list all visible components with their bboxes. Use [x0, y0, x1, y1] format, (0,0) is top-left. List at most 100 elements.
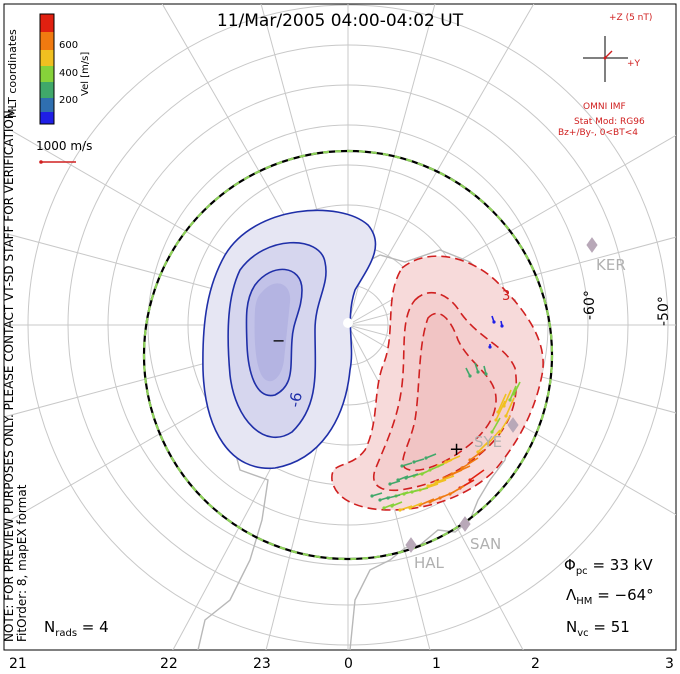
radar-label-ker: KER — [596, 256, 626, 274]
mlt-tick: 1 — [432, 656, 441, 672]
velocity-vector-origin — [382, 506, 386, 510]
imf-y-label: +Y — [627, 59, 641, 69]
velocity-vector — [487, 429, 501, 445]
velocity-vector — [443, 469, 463, 479]
colorbar-tick-600: 600 — [59, 40, 78, 51]
velocity-colorbar — [39, 13, 55, 125]
velocity-vector — [435, 475, 455, 483]
imf-source: OMNI IMF — [583, 102, 626, 112]
velocity-vector — [429, 495, 445, 503]
imf-vector — [604, 50, 613, 59]
velocity-vector — [425, 453, 437, 459]
imf-model-line2: Bz+/By-, 0<BT<4 — [558, 128, 638, 138]
mlt-tick: 22 — [160, 656, 178, 672]
colorbar-tick-400: 400 — [59, 68, 78, 79]
velocity-vector-origin — [504, 414, 508, 418]
mlt-tick: 23 — [253, 656, 271, 672]
velocity-vector — [383, 503, 395, 509]
velocity-vector-origin — [424, 456, 428, 460]
velocity-vector — [389, 480, 401, 485]
negative-center-label: − — [272, 331, 285, 350]
velocity-vector-origin — [490, 430, 494, 434]
velocity-vector — [469, 449, 485, 461]
velocity-vector-origin — [400, 464, 404, 468]
mlt-tick: 21 — [9, 656, 27, 672]
preview-watermark: NOTE: FOR PREVIEW PURPOSES ONLY. PLEASE … — [2, 106, 16, 642]
mlt-tick: 2 — [531, 656, 540, 672]
velocity-vector — [495, 400, 506, 421]
imf-z-label: +Z (5 nT) — [609, 13, 652, 23]
velocity-vector — [503, 389, 512, 407]
latitude-label-50: -50° — [656, 296, 672, 326]
velocity-vector-origin — [468, 478, 472, 482]
velocity-vector — [469, 469, 485, 481]
velocity-vector-origin — [388, 482, 392, 486]
radar-site-san-icon — [459, 516, 471, 532]
velocity-vector — [499, 415, 511, 433]
potential-stat: Φpc = 33 kV — [564, 556, 653, 577]
radar-label-sye: SYE — [474, 433, 502, 451]
mlt-tick: 3 — [665, 656, 674, 672]
radar-site-ker-icon — [586, 237, 598, 253]
velocity-vectors — [370, 315, 521, 512]
velocity-vector — [397, 475, 409, 481]
velocity-vector — [371, 492, 383, 497]
velocity-vector — [477, 439, 491, 453]
velocity-vector-origin — [500, 324, 504, 328]
colorbar-tick-200: 200 — [59, 95, 78, 106]
velocity-vector-origin — [378, 498, 382, 502]
negative-contour-label: -6 — [286, 391, 306, 409]
velocity-vector — [491, 417, 501, 433]
mlt-tick: 0 — [344, 656, 353, 672]
velocity-vector — [379, 496, 391, 501]
velocity-vector-origin — [468, 374, 472, 378]
hm-boundary-dash — [142, 149, 554, 561]
negative-cell-core — [254, 283, 291, 382]
imf-model-line1: Stat Mod: RG96 — [574, 117, 645, 127]
radar-site-sye-icon — [507, 417, 519, 433]
map-title: 11/Mar/2005 04:00-04:02 UT — [217, 11, 464, 31]
velocity-vector — [497, 393, 507, 413]
velocity-vector — [409, 502, 423, 509]
positive-center-label: + — [449, 439, 464, 460]
velocity-vector — [505, 397, 515, 417]
velocity-vector — [513, 381, 521, 395]
vector-count-stat: Nvc = 51 — [566, 618, 630, 639]
scale-vector-label: 1000 m/s — [36, 139, 92, 153]
velocity-vector — [399, 505, 413, 511]
radar-count-stat: Nrads = 4 — [44, 618, 109, 639]
positive-cell-inner — [402, 312, 497, 472]
velocity-vector — [391, 501, 403, 507]
velocity-vector — [405, 473, 419, 479]
hm-latitude-stat: ΛHM = −64° — [566, 586, 654, 607]
velocity-vector-origin — [494, 418, 498, 422]
velocity-vector — [401, 462, 413, 467]
velocity-vector-origin — [370, 494, 374, 498]
velocity-vector-origin — [488, 345, 492, 349]
velocity-vector — [427, 479, 447, 487]
velocity-vector — [413, 458, 425, 463]
positive-contour-label: 3 — [502, 289, 510, 304]
radar-label-hal: HAL — [414, 554, 445, 572]
velocity-vector-origin — [492, 320, 496, 324]
velocity-vector-origin — [412, 460, 416, 464]
imf-clock — [583, 36, 628, 82]
velocity-vector — [461, 457, 479, 469]
velocity-vector-origin — [476, 370, 480, 374]
velocity-vector-origin — [468, 458, 472, 462]
velocity-vector-origin — [484, 372, 488, 376]
velocity-vector-origin — [512, 392, 516, 396]
continent-outline — [197, 249, 526, 650]
velocity-vector-origin — [508, 398, 512, 402]
velocity-vector — [419, 498, 435, 506]
fit-order-label: FitOrder: 8, mapEX format — [15, 484, 29, 642]
velocity-vector-origin — [398, 508, 402, 512]
latitude-label-60: -60° — [582, 290, 598, 320]
radar-site-hal-icon — [405, 537, 417, 553]
coordinates-label: MLT coordinates — [6, 29, 19, 118]
colorbar-label: Vel [m/s] — [80, 52, 91, 96]
radar-sites — [405, 237, 598, 553]
pole-marker — [343, 318, 353, 328]
radar-label-san: SAN — [470, 535, 501, 553]
